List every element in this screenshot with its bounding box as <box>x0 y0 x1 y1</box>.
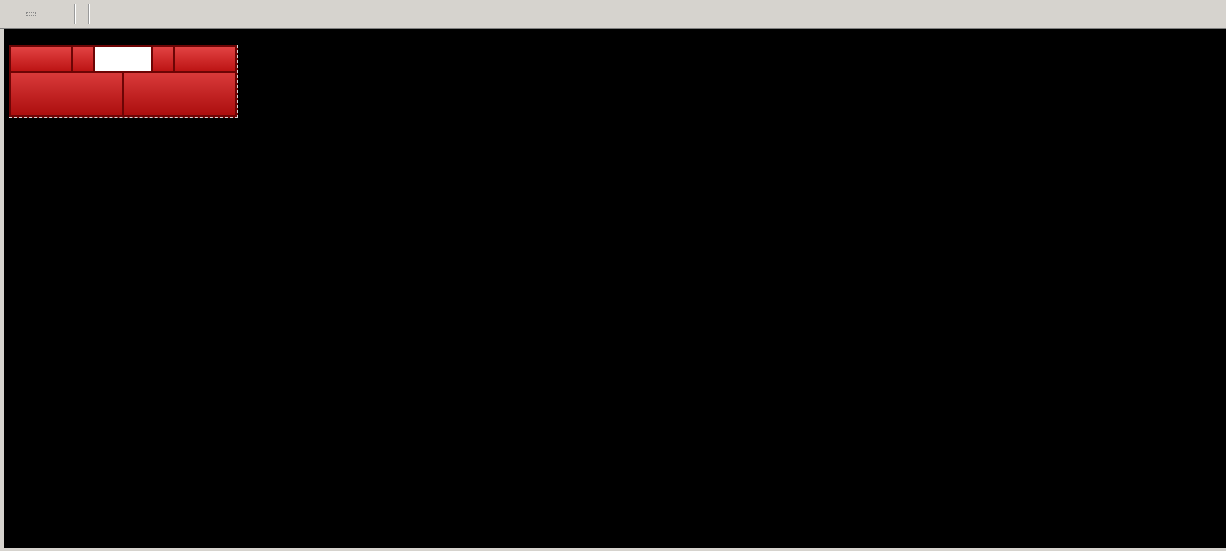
volume-input[interactable] <box>95 47 151 71</box>
toolbar <box>0 0 1226 29</box>
toolbar-separator <box>74 4 76 24</box>
sell-price-display[interactable] <box>11 73 122 115</box>
volume-increase-button[interactable] <box>153 47 173 71</box>
chart-symbol-header[interactable] <box>8 31 12 45</box>
toolbar-separator <box>88 4 90 24</box>
volume-decrease-button[interactable] <box>73 47 93 71</box>
one-click-trading-panel <box>9 45 238 118</box>
sell-button[interactable] <box>11 47 71 71</box>
window-left-border <box>0 28 4 551</box>
text-label-tool-icon[interactable] <box>26 12 36 16</box>
buy-price-display[interactable] <box>124 73 235 115</box>
buy-button[interactable] <box>175 47 235 71</box>
window-bottom-border <box>0 548 1226 551</box>
